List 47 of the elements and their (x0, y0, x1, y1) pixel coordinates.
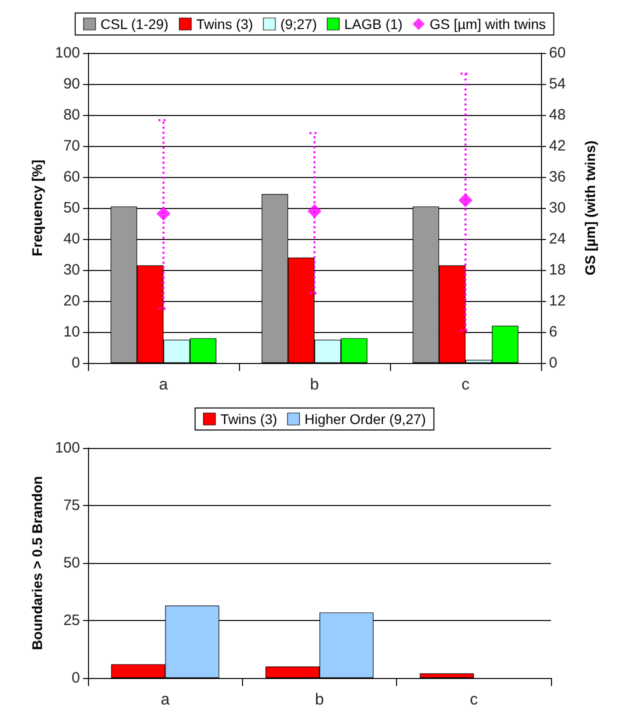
y-axis-title: Boundaries > 0.5 Brandon (29, 476, 46, 650)
y-tick-label: 80 (63, 106, 80, 124)
legend-label: Twins (3) (196, 16, 254, 32)
legend-label: CSL (1-29) (100, 16, 168, 32)
y-tick-label: 100 (54, 44, 80, 62)
y2-tick-label: 24 (549, 230, 566, 248)
y-tick-label: 25 (63, 612, 80, 629)
y-tick-label: 60 (63, 168, 80, 186)
y-tick-label: 30 (63, 262, 80, 278)
y-tick-label: 50 (63, 554, 80, 572)
y2-tick-label: 0 (549, 354, 558, 372)
y2-tick-label: 48 (549, 106, 566, 124)
y2-tick-label: 6 (549, 324, 558, 340)
y-tick-label: 50 (63, 200, 80, 216)
x-tick-label: b (315, 692, 324, 708)
point (156, 206, 170, 221)
y-tick-label: 75 (63, 497, 80, 514)
y2-tick-label: 18 (549, 262, 566, 278)
x-tick-label: a (160, 692, 170, 708)
y2-tick-label: 12 (549, 292, 566, 310)
legend-label: Twins (3) (220, 411, 278, 427)
point (458, 193, 472, 208)
legend-label: (9;27) (280, 16, 317, 32)
y2-tick-label: 36 (549, 168, 566, 186)
y-tick-label: 0 (72, 354, 80, 372)
y-axis-title: Frequency [%] (29, 160, 46, 256)
x-tick-label: c (462, 376, 470, 394)
y-tick-label: 20 (63, 292, 80, 310)
y2-axis-title: GS [µm] (with twins) (582, 140, 598, 276)
y2-tick-label: 42 (549, 138, 566, 154)
y2-tick-label: 30 (549, 200, 566, 216)
y-tick-label: 100 (54, 440, 80, 456)
y-tick-label: 10 (63, 324, 80, 340)
x-tick-label: a (159, 376, 168, 394)
y-tick-label: 0 (72, 670, 80, 686)
x-tick-label: c (470, 692, 478, 708)
y2-tick-label: 60 (549, 44, 566, 62)
legend-label: LAGB (1) (344, 16, 403, 32)
y-tick-label: 90 (63, 76, 80, 92)
legend-label: Higher Order (9,27) (304, 411, 426, 427)
point (308, 204, 322, 218)
legend-label: GS [µm] with twins (430, 16, 546, 32)
x-tick-label: b (310, 376, 320, 394)
bar (420, 673, 474, 678)
y2-tick-label: 54 (549, 76, 566, 92)
y-tick-label: 40 (63, 230, 80, 248)
y-tick-label: 70 (63, 138, 80, 154)
